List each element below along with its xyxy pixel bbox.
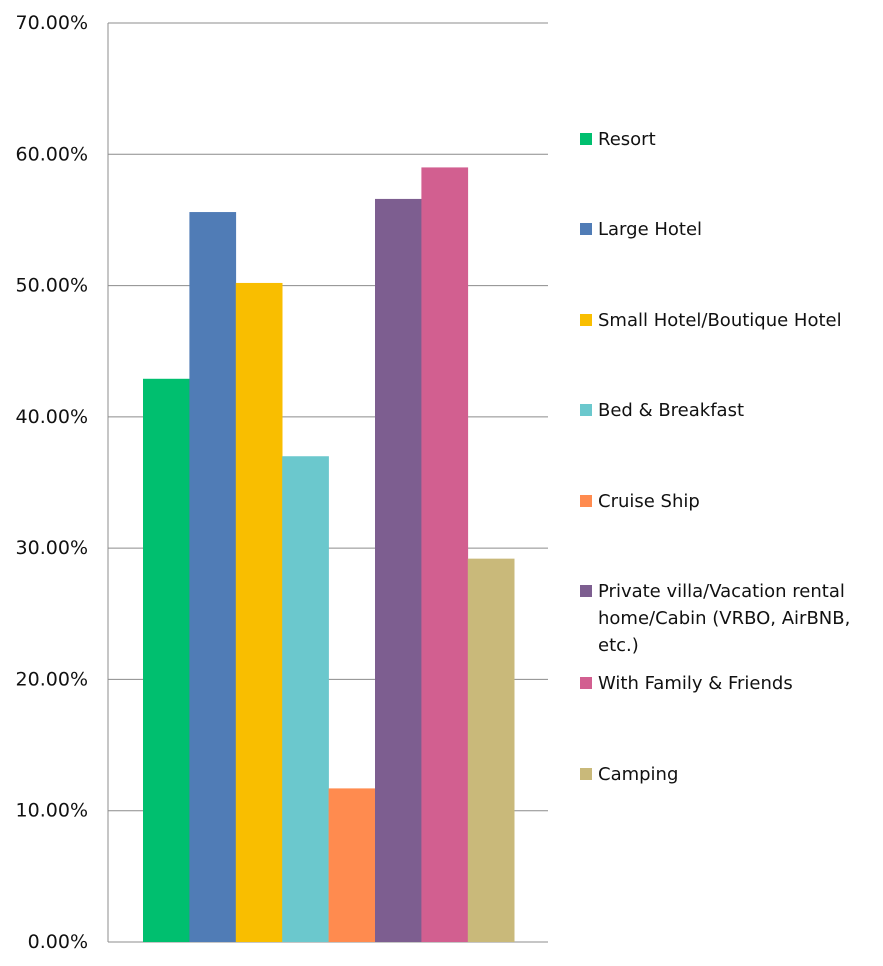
bars	[143, 167, 515, 943]
legend-item: Resort	[580, 128, 873, 153]
bar-resort	[143, 378, 190, 942]
legend-label: With Family & Friends	[598, 673, 793, 694]
legend-label: Resort	[598, 129, 656, 150]
bar-large-hotel	[189, 212, 237, 943]
y-tick-label: 10.00%	[16, 800, 88, 822]
legend-swatch	[580, 677, 592, 689]
y-tick-label: 60.00%	[16, 143, 88, 165]
legend-item: Large Hotel	[580, 218, 873, 243]
legend-label: Camping	[598, 764, 679, 785]
legend-item: Bed & Breakfast	[580, 399, 873, 424]
legend-swatch	[580, 314, 592, 326]
legend-label: Small Hotel/Boutique Hotel	[598, 310, 842, 331]
y-tick-label: 70.00%	[16, 12, 88, 34]
legend-swatch	[580, 223, 592, 235]
bar-with-family-friends	[421, 167, 469, 942]
legend-swatch	[580, 768, 592, 780]
legend-item: Small Hotel/Boutique Hotel	[580, 309, 873, 334]
y-axis-tick-labels: 0.00% 10.00% 20.00% 30.00% 40.00% 50.00% 60.00…	[16, 12, 88, 953]
legend-swatch	[580, 133, 592, 145]
legend-item: With Family & Friends	[580, 672, 873, 697]
legend-item: Camping	[580, 763, 873, 788]
legend-item: Private villa/Vacation rental home/Cabin…	[580, 580, 873, 659]
bar-cruise-ship	[328, 788, 376, 942]
y-tick-label: 20.00%	[16, 668, 88, 690]
bar-private-villa-vacation-rental-home-cabin-vrbo-airbnb-etc	[375, 198, 422, 942]
bar-small-hotel-boutique-hotel	[235, 282, 283, 943]
y-tick-label: 0.00%	[28, 931, 88, 953]
legend-swatch	[580, 585, 592, 597]
legend-label: Large Hotel	[598, 219, 703, 240]
legend-label: Bed & Breakfast	[598, 400, 745, 421]
bar-bed-breakfast	[282, 456, 329, 942]
y-tick-label: 40.00%	[16, 406, 88, 428]
legend-label: Private villa/Vacation rental home/Cabin…	[598, 581, 851, 656]
y-tick-label: 50.00%	[16, 275, 88, 297]
legend-swatch	[580, 495, 592, 507]
legend-swatch	[580, 404, 592, 416]
y-tick-label: 30.00%	[16, 537, 88, 559]
legend-label: Cruise Ship	[598, 491, 700, 512]
bar-camping	[467, 558, 515, 942]
legend-item: Cruise Ship	[580, 490, 873, 515]
